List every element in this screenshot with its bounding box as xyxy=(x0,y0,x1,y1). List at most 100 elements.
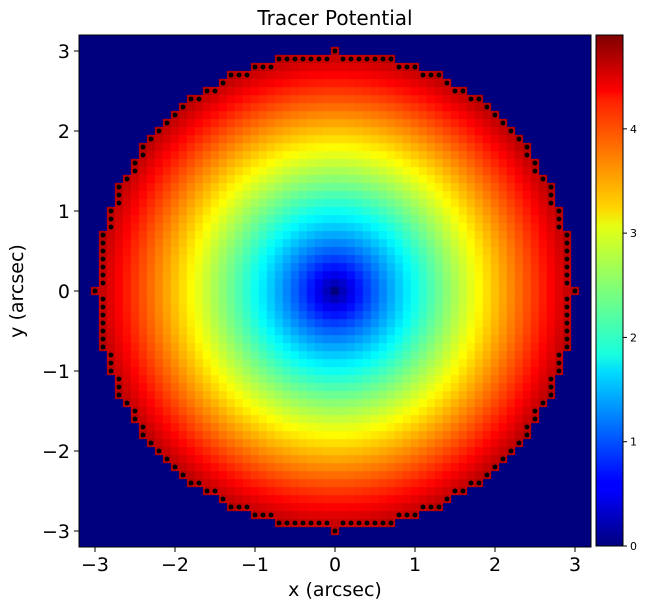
heatmap-cell xyxy=(290,150,300,160)
heatmap-cell xyxy=(234,254,244,264)
heatmap-cell xyxy=(218,198,228,208)
heatmap-cell xyxy=(426,462,436,472)
heatmap-cell xyxy=(346,270,356,280)
heatmap-cell xyxy=(490,406,500,416)
heatmap-cell xyxy=(226,86,236,96)
heatmap-cell xyxy=(386,230,396,240)
heatmap-cell xyxy=(178,198,188,208)
border-marker xyxy=(564,240,570,246)
heatmap-cell xyxy=(370,478,380,488)
heatmap-cell xyxy=(354,470,364,480)
heatmap-cell xyxy=(378,110,388,120)
heatmap-cell xyxy=(426,238,436,248)
heatmap-cell xyxy=(106,310,116,320)
heatmap-cell xyxy=(322,182,332,192)
heatmap-cell xyxy=(154,150,164,160)
heatmap-cell xyxy=(370,254,380,264)
heatmap-cell xyxy=(322,494,332,504)
heatmap-cell xyxy=(322,142,332,152)
border-marker xyxy=(284,520,290,526)
heatmap-cell xyxy=(362,398,372,408)
heatmap-cell xyxy=(522,230,532,240)
heatmap-cell xyxy=(362,422,372,432)
heatmap-cell xyxy=(354,126,364,136)
heatmap-cell xyxy=(266,158,276,168)
heatmap-cell xyxy=(482,342,492,352)
heatmap-cell xyxy=(330,334,340,344)
heatmap-cell xyxy=(298,454,308,464)
heatmap-cell xyxy=(506,310,516,320)
heatmap-cell xyxy=(338,182,348,192)
heatmap-cell xyxy=(314,278,324,288)
heatmap-cell xyxy=(514,214,524,224)
heatmap-cell xyxy=(394,110,404,120)
heatmap-cell xyxy=(442,86,452,96)
heatmap-cell xyxy=(338,510,348,520)
heatmap-cell xyxy=(386,294,396,304)
heatmap-cell xyxy=(226,110,236,120)
heatmap-cell xyxy=(522,414,532,424)
heatmap-cell xyxy=(330,102,340,112)
heatmap-cell xyxy=(202,302,212,312)
heatmap-cell xyxy=(186,334,196,344)
heatmap-cell xyxy=(354,318,364,328)
heatmap-cell xyxy=(186,150,196,160)
heatmap-cell xyxy=(378,102,388,112)
heatmap-cell xyxy=(170,446,180,456)
heatmap-cell xyxy=(530,246,540,256)
heatmap-cell xyxy=(402,230,412,240)
heatmap-cell xyxy=(530,302,540,312)
heatmap-cell xyxy=(210,254,220,264)
heatmap-cell xyxy=(466,270,476,280)
heatmap-cell xyxy=(202,310,212,320)
heatmap-cell xyxy=(346,86,356,96)
heatmap-cell xyxy=(282,294,292,304)
heatmap-cell xyxy=(146,422,156,432)
heatmap-cell xyxy=(306,86,316,96)
heatmap-cell xyxy=(522,398,532,408)
heatmap-cell xyxy=(450,478,460,488)
heatmap-cell xyxy=(266,414,276,424)
heatmap-cell xyxy=(378,246,388,256)
heatmap-cell xyxy=(234,166,244,176)
heatmap-cell xyxy=(426,190,436,200)
border-marker xyxy=(332,528,338,534)
heatmap-cell xyxy=(458,366,468,376)
heatmap-cell xyxy=(314,238,324,248)
colorbar-tick-label: 2 xyxy=(630,331,637,344)
heatmap-cell xyxy=(266,430,276,440)
border-marker xyxy=(188,480,194,486)
heatmap-cell xyxy=(410,278,420,288)
heatmap-cell xyxy=(306,134,316,144)
heatmap-cell xyxy=(114,358,124,368)
heatmap-cell xyxy=(298,318,308,328)
heatmap-cell xyxy=(482,182,492,192)
border-marker xyxy=(556,368,562,374)
heatmap-cell xyxy=(466,462,476,472)
heatmap-cell xyxy=(370,174,380,184)
heatmap-cell xyxy=(250,366,260,376)
heatmap-cell xyxy=(330,486,340,496)
heatmap-cell xyxy=(362,270,372,280)
heatmap-cell xyxy=(186,454,196,464)
heatmap-cell xyxy=(554,310,564,320)
heatmap-cell xyxy=(546,254,556,264)
heatmap-cell xyxy=(330,270,340,280)
heatmap-cell xyxy=(418,118,428,128)
heatmap-cell xyxy=(418,358,428,368)
heatmap-cell xyxy=(218,246,228,256)
heatmap-cell xyxy=(354,110,364,120)
heatmap-cell xyxy=(306,230,316,240)
heatmap-cell xyxy=(306,486,316,496)
heatmap-cell xyxy=(226,398,236,408)
heatmap-cell xyxy=(554,278,564,288)
border-marker xyxy=(180,472,186,478)
heatmap-cell xyxy=(490,166,500,176)
heatmap-cell xyxy=(282,334,292,344)
heatmap-cell xyxy=(402,414,412,424)
heatmap-cell xyxy=(498,366,508,376)
heatmap-cell xyxy=(130,302,140,312)
heatmap-cell xyxy=(442,270,452,280)
heatmap-cell xyxy=(538,366,548,376)
heatmap-cell xyxy=(322,398,332,408)
